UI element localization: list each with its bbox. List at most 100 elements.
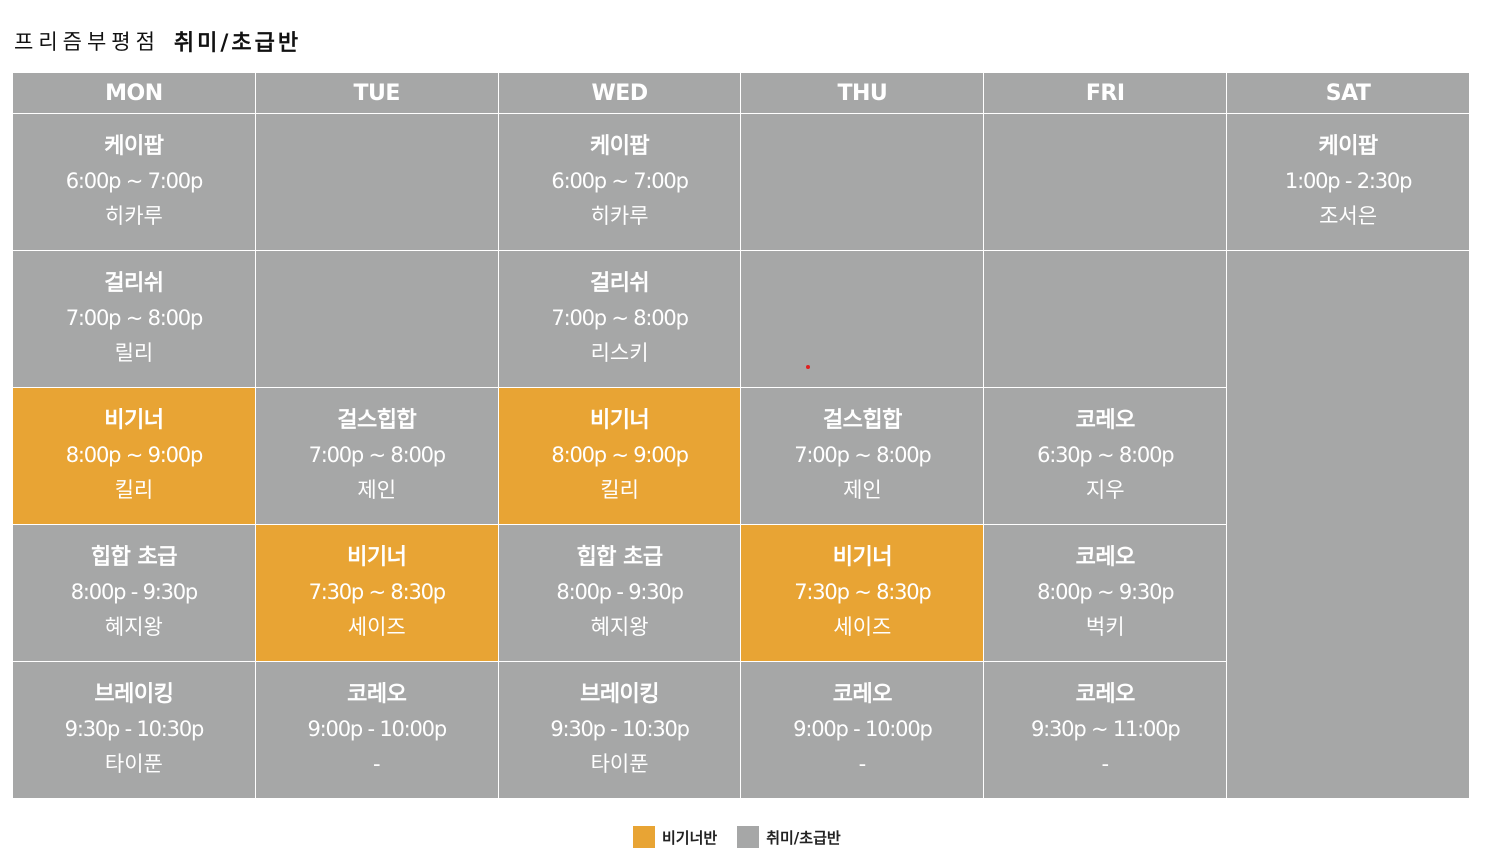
class-teacher: 혜지왕 [104, 615, 163, 639]
day-mon: MON [12, 72, 256, 114]
class-teacher: 제인 [843, 478, 882, 502]
legend-hobby-label: 취미/초급반 [766, 828, 841, 847]
class-cell: 걸스힙합 7:00p ~ 8:00p 제인 [254, 387, 499, 525]
class-teacher: 혜지왕 [590, 615, 649, 639]
day-sat: SAT [1226, 72, 1470, 114]
class-cell: 걸리쉬 7:00p ~ 8:00p 릴리 [12, 250, 256, 388]
schedule-row: 케이팝 6:00p ~ 7:00p 히카루 케이팝 6:00p ~ 7:00p … [12, 113, 1470, 251]
class-time: 6:00p ~ 7:00p [551, 169, 689, 193]
day-fri: FRI [983, 72, 1228, 114]
class-teacher: 타이푼 [104, 752, 163, 776]
class-teacher: 리스키 [590, 341, 649, 365]
class-time: 6:30p ~ 8:00p [1037, 443, 1175, 467]
class-name: 비기너 [104, 408, 164, 433]
schedule-row: 브레이킹 9:30p - 10:30p 타이푼 코레오 9:00p - 10:0… [12, 661, 1470, 799]
class-cell: 코레오 9:00p - 10:00p - [740, 661, 985, 799]
class-cell: 걸스힙합 7:00p ~ 8:00p 제인 [740, 387, 985, 525]
class-name: 브레이킹 [580, 682, 660, 707]
class-name: 케이팝 [104, 134, 164, 159]
empty-cell [740, 250, 985, 388]
class-time: 9:30p ~ 11:00p [1030, 717, 1181, 741]
class-time: 7:30p ~ 8:30p [794, 580, 932, 604]
red-marker-dot [806, 365, 810, 369]
empty-cell [254, 113, 499, 251]
day-header-row: MON TUE WED THU FRI SAT [12, 72, 1470, 114]
legend: 비기너반 취미/초급반 [633, 826, 841, 848]
class-cell: 코레오 9:00p - 10:00p - [254, 661, 499, 799]
class-time: 7:30p ~ 8:30p [308, 580, 447, 604]
branch-name: 프리즘부평점 [14, 30, 160, 54]
class-time: 8:00p ~ 9:00p [65, 443, 204, 467]
class-name: 비기너 [589, 408, 650, 433]
class-time: 8:00p ~ 9:30p [1037, 580, 1175, 604]
empty-cell [254, 250, 499, 388]
class-name: 걸스힙합 [337, 408, 417, 433]
class-name: 힙합 초급 [576, 545, 664, 570]
class-time: 9:30p - 10:30p [64, 717, 205, 741]
class-cell: 브레이킹 9:30p - 10:30p 타이푼 [12, 661, 256, 799]
class-cell: 코레오 6:30p ~ 8:00p 지우 [983, 387, 1228, 525]
class-time: 7:00p ~ 8:00p [794, 443, 932, 467]
class-cell: 브레이킹 9:30p - 10:30p 타이푼 [497, 661, 742, 799]
class-teacher: - [1101, 752, 1110, 776]
day-tue: TUE [254, 72, 499, 114]
course-name: 취미/초급반 [173, 31, 302, 56]
class-teacher: 제인 [357, 478, 397, 502]
empty-cell [983, 113, 1228, 251]
class-time: 7:00p ~ 8:00p [551, 306, 689, 330]
class-name: 코레오 [1075, 545, 1136, 570]
class-cell: 케이팝 1:00p - 2:30p 조서은 [1226, 113, 1470, 251]
class-teacher: 세이즈 [833, 615, 892, 639]
class-teacher: 릴리 [114, 341, 154, 365]
class-time: 7:00p ~ 8:00p [308, 443, 447, 467]
legend-beginner-label: 비기너반 [662, 828, 718, 847]
class-cell: 힙합 초급 8:00p - 9:30p 혜지왕 [497, 524, 742, 662]
beginner-class-cell: 비기너 7:30p ~ 8:30p 세이즈 [740, 524, 985, 662]
schedule-table: MON TUE WED THU FRI SAT 케이팝 6:00p ~ 7:00… [12, 72, 1470, 799]
class-cell: 걸리쉬 7:00p ~ 8:00p 리스키 [497, 250, 742, 388]
class-time: 9:00p - 10:00p [793, 717, 933, 741]
page-title: 프리즘부평점 취미/초급반 [14, 24, 301, 58]
schedule-row: 걸리쉬 7:00p ~ 8:00p 릴리 걸리쉬 7:00p ~ 8:00p 리… [12, 250, 1470, 799]
class-cell: 케이팝 6:00p ~ 7:00p 히카루 [12, 113, 256, 251]
class-teacher: 히카루 [104, 204, 163, 228]
class-time: 6:00p ~ 7:00p [65, 169, 204, 193]
class-name: 코레오 [832, 682, 893, 707]
class-time: 8:00p - 9:30p [556, 580, 684, 604]
class-time: 9:30p - 10:30p [550, 717, 690, 741]
class-teacher: 히카루 [590, 204, 649, 228]
class-name: 코레오 [1075, 682, 1136, 707]
class-time: 1:00p - 2:30p [1284, 169, 1413, 193]
day-wed: WED [497, 72, 742, 114]
beginner-class-cell: 비기너 7:30p ~ 8:30p 세이즈 [254, 524, 499, 662]
class-name: 브레이킹 [94, 682, 174, 707]
class-time: 7:00p ~ 8:00p [65, 306, 204, 330]
empty-cell [1226, 250, 1470, 799]
class-name: 비기너 [832, 545, 893, 570]
class-teacher: 킬리 [114, 478, 154, 502]
class-teacher: 킬리 [600, 478, 639, 502]
schedule-row: 힙합 초급 8:00p - 9:30p 혜지왕 비기너 7:30p ~ 8:30… [12, 524, 1470, 662]
class-name: 걸리쉬 [589, 271, 650, 296]
class-cell: 코레오 8:00p ~ 9:30p 벅키 [983, 524, 1228, 662]
beginner-swatch [633, 826, 655, 848]
hobby-swatch [737, 826, 760, 848]
beginner-class-cell: 비기너 8:00p ~ 9:00p 킬리 [12, 387, 256, 525]
class-name: 걸스힙합 [822, 408, 902, 433]
day-thu: THU [740, 72, 985, 114]
beginner-class-cell: 비기너 8:00p ~ 9:00p 킬리 [497, 387, 742, 525]
empty-cell [740, 113, 985, 251]
class-teacher: - [858, 752, 867, 776]
class-teacher: 지우 [1085, 478, 1125, 502]
class-time: 8:00p ~ 9:00p [551, 443, 689, 467]
class-cell: 케이팝 6:00p ~ 7:00p 히카루 [497, 113, 742, 251]
class-name: 비기너 [347, 545, 407, 570]
empty-cell [983, 250, 1228, 388]
class-teacher: 타이푼 [590, 752, 649, 776]
class-cell: 힙합 초급 8:00p - 9:30p 혜지왕 [12, 524, 256, 662]
class-name: 케이팝 [589, 134, 650, 159]
class-teacher: 조서은 [1319, 204, 1378, 228]
class-time: 9:00p - 10:00p [307, 717, 448, 741]
class-cell: 코레오 9:30p ~ 11:00p - [983, 661, 1228, 799]
class-name: 힙합 초급 [90, 545, 178, 570]
